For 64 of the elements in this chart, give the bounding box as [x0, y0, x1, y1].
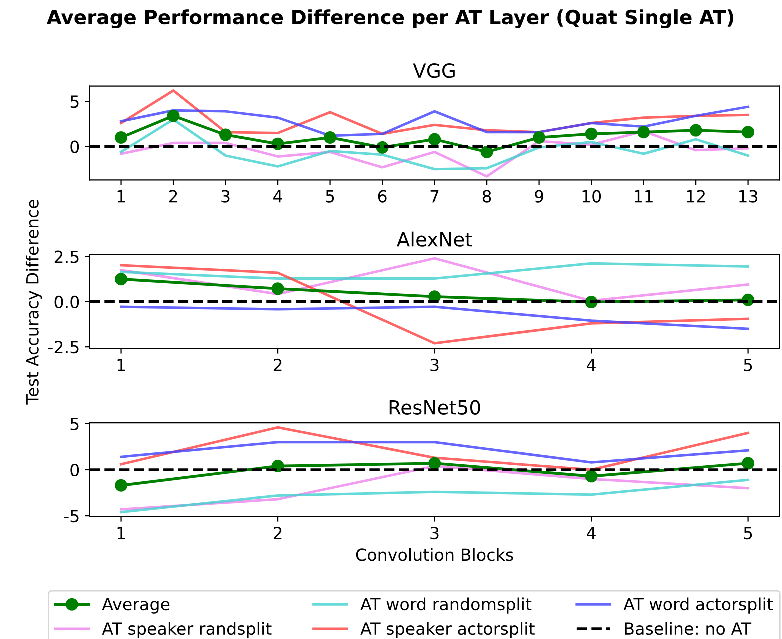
x-tick-label: 2 — [274, 526, 282, 540]
y-tick-label: 0 — [70, 140, 80, 154]
y-tick-label: 5 — [70, 96, 79, 108]
point — [585, 128, 598, 140]
x-tick-label: 3 — [430, 358, 439, 372]
x-tick-label: 12 — [687, 190, 705, 203]
x-tick-label: 10 — [582, 190, 602, 203]
legend-label: AT speaker actorsplit — [360, 622, 535, 638]
point — [428, 133, 442, 146]
x-tick-label: 13 — [740, 190, 758, 203]
chart-subtitle: ResNet50 — [390, 400, 480, 415]
point — [115, 131, 128, 144]
point — [220, 128, 232, 142]
point — [428, 457, 442, 470]
x-tick-label: 5 — [326, 190, 334, 203]
y-tick-label: 0.0 — [54, 296, 80, 308]
x-tick-label: 7 — [430, 190, 439, 203]
legend-label: AT word randomsplit — [360, 598, 532, 614]
line-series — [120, 306, 750, 330]
y-tick-label: -5 — [64, 510, 79, 523]
line-series — [120, 264, 750, 345]
point — [324, 131, 337, 144]
y-tick-label: 0 — [70, 464, 80, 477]
y-axis-title: Test Accuracy Difference — [26, 200, 42, 405]
x-axis-title: Convolution Blocks — [356, 548, 514, 562]
line-series — [120, 441, 750, 464]
legend-label: AT speaker randsplit — [102, 622, 272, 638]
legend-label: AT word actorsplit — [624, 598, 774, 614]
point — [533, 131, 546, 144]
x-tick-label: 4 — [274, 190, 282, 203]
point — [272, 282, 284, 296]
point — [480, 146, 494, 158]
chart-title: Average Performance Difference per AT Layer (Quat Single AT) — [46, 10, 734, 29]
x-tick-label: 4 — [587, 359, 596, 372]
line-series — [120, 478, 750, 514]
legend-label: Average — [102, 598, 170, 614]
y-tick-label: -2.5 — [48, 341, 79, 354]
x-tick-label: 1 — [118, 527, 126, 540]
x-tick-label: 5 — [744, 527, 752, 540]
point — [115, 273, 128, 286]
chart-subtitle: VGG — [413, 64, 455, 78]
y-tick-label: 2.5 — [54, 250, 79, 264]
x-tick-label: 11 — [635, 190, 653, 203]
point — [585, 470, 598, 483]
x-tick-label: 3 — [222, 190, 230, 203]
point — [742, 126, 755, 139]
point — [638, 126, 650, 139]
x-tick-label: 1 — [118, 359, 126, 372]
y-tick-label: 5 — [70, 418, 79, 431]
point — [690, 124, 702, 137]
x-tick-label: 8 — [482, 190, 492, 203]
x-tick-label: 9 — [535, 190, 544, 203]
x-tick-label: 2 — [274, 358, 282, 372]
legend-label: Baseline: no AT — [625, 622, 752, 636]
x-tick-label: 4 — [587, 527, 596, 540]
x-tick-label: 2 — [169, 190, 178, 203]
point — [167, 110, 180, 122]
x-tick-label: 6 — [378, 190, 387, 203]
chart-subtitle: AlexNet — [396, 232, 472, 247]
x-tick-label: 1 — [118, 190, 126, 203]
point — [115, 479, 128, 492]
x-tick-label: 3 — [430, 526, 439, 540]
point — [742, 457, 755, 470]
x-tick-label: 5 — [744, 359, 752, 372]
